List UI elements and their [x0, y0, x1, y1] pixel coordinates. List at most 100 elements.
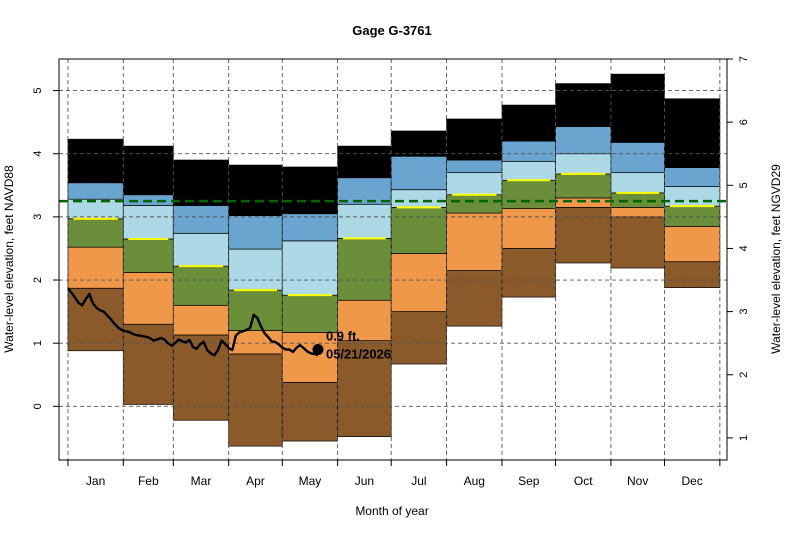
band-jan-4: [67, 182, 124, 200]
band-apr-3: [228, 248, 283, 291]
band-oct-0: [555, 207, 612, 264]
band-jul-3: [390, 189, 447, 208]
band-may-5: [281, 166, 338, 215]
chart-title: Gage G-3761: [352, 23, 432, 38]
band-sep-0: [501, 248, 556, 298]
y-tick-label: 5: [32, 88, 44, 94]
y-axis-left: 0 1 2 3 4 5: [32, 88, 59, 409]
band-jul-1: [390, 253, 447, 312]
band-jul-5: [390, 130, 447, 157]
band-apr-5: [228, 164, 283, 216]
y-right-tick-label: 4: [738, 245, 750, 251]
band-apr-0: [228, 353, 283, 447]
last-value-label: 0.9 ft.: [326, 328, 360, 343]
band-jun-4: [337, 177, 392, 205]
y-tick-label: 1: [32, 340, 44, 346]
band-sep-1: [501, 208, 556, 249]
x-tick-label-jun: Jun: [355, 474, 374, 488]
band-dec-1: [664, 225, 721, 263]
band-mar-1: [172, 304, 230, 336]
median-lines: [73, 172, 715, 297]
band-dec-4: [664, 167, 721, 187]
percentile-bands: [67, 73, 721, 447]
y-tick-label: 0: [32, 403, 44, 409]
band-mar-2: [172, 265, 230, 306]
band-aug-2: [446, 194, 503, 214]
band-feb-5: [122, 145, 174, 196]
x-tick-label-aug: Aug: [464, 474, 485, 488]
band-aug-1: [446, 212, 503, 271]
x-axis-label: Month of year: [355, 504, 428, 518]
band-dec-0: [664, 261, 721, 288]
band-jan-2: [67, 218, 124, 248]
band-aug-3: [446, 172, 503, 196]
band-jun-3: [337, 203, 392, 239]
band-sep-2: [501, 179, 556, 210]
x-tick-label-jul: Jul: [411, 474, 426, 488]
x-tick-label-mar: Mar: [191, 474, 212, 488]
band-nov-0: [610, 216, 665, 269]
band-mar-0: [172, 334, 230, 421]
band-feb-2: [122, 238, 174, 273]
band-jun-5: [337, 145, 392, 179]
y-right-tick-label: 3: [738, 309, 750, 315]
y-right-tick-label: 5: [738, 182, 750, 188]
band-jan-1: [67, 246, 124, 289]
band-oct-2: [555, 173, 612, 199]
band-jul-0: [390, 311, 447, 365]
band-feb-3: [122, 205, 174, 240]
water-level-line: [66, 287, 319, 357]
band-sep-5: [501, 104, 556, 142]
band-jul-4: [390, 155, 447, 191]
band-jan-5: [67, 138, 124, 184]
y-tick-label: 4: [32, 151, 44, 157]
band-dec-5: [664, 98, 721, 168]
grid-lines: [59, 59, 727, 460]
x-tick-label-nov: Nov: [627, 474, 648, 488]
y-right-tick-label: 6: [738, 119, 750, 125]
band-mar-4: [172, 205, 230, 234]
band-oct-4: [555, 126, 612, 155]
last-date-label: 05/21/2026: [326, 346, 391, 361]
band-jun-2: [337, 237, 392, 301]
x-tick-label-oct: Oct: [574, 474, 593, 488]
x-tick-label-jan: Jan: [86, 474, 105, 488]
band-mar-5: [172, 159, 230, 206]
x-tick-label-dec: Dec: [681, 474, 702, 488]
x-tick-label-feb: Feb: [138, 474, 159, 488]
x-axis: Jan Feb Mar Apr May Jun Jul Aug Sep Oct Nov Dec: [67, 459, 721, 488]
band-dec-3: [664, 186, 721, 207]
band-oct-1: [555, 197, 612, 208]
band-jul-2: [390, 207, 447, 254]
band-nov-4: [610, 142, 665, 174]
y-axis-label-right: Water-level elevation, feet NGVD29: [769, 164, 783, 354]
band-oct-3: [555, 153, 612, 175]
band-may-4: [281, 213, 338, 242]
band-oct-5: [555, 83, 612, 127]
band-may-0: [281, 381, 338, 442]
band-mar-3: [172, 232, 230, 267]
y-right-tick-label: 1: [738, 435, 750, 441]
y-tick-label: 2: [32, 277, 44, 283]
band-nov-3: [610, 172, 665, 194]
band-nov-5: [610, 73, 665, 143]
band-nov-1: [610, 207, 665, 218]
x-tick-label-apr: Apr: [246, 474, 265, 488]
y-right-tick-label: 7: [738, 56, 750, 62]
y-tick-label: 3: [32, 214, 44, 220]
band-may-2: [281, 294, 338, 333]
band-jun-1: [337, 299, 392, 341]
band-aug-4: [446, 159, 503, 174]
y-axis-right: 1 2 3 4 5 6 7: [726, 56, 750, 441]
band-sep-3: [501, 160, 556, 181]
x-tick-label-sep: Sep: [518, 474, 540, 488]
band-sep-4: [501, 140, 556, 162]
y-axis-label-left: Water-level elevation, feet NAVD88: [2, 165, 16, 353]
y-right-tick-label: 2: [738, 372, 750, 378]
band-aug-0: [446, 270, 503, 327]
band-dec-2: [664, 205, 721, 227]
last-value-point: [312, 343, 324, 355]
band-apr-4: [228, 215, 283, 250]
band-may-3: [281, 240, 338, 296]
